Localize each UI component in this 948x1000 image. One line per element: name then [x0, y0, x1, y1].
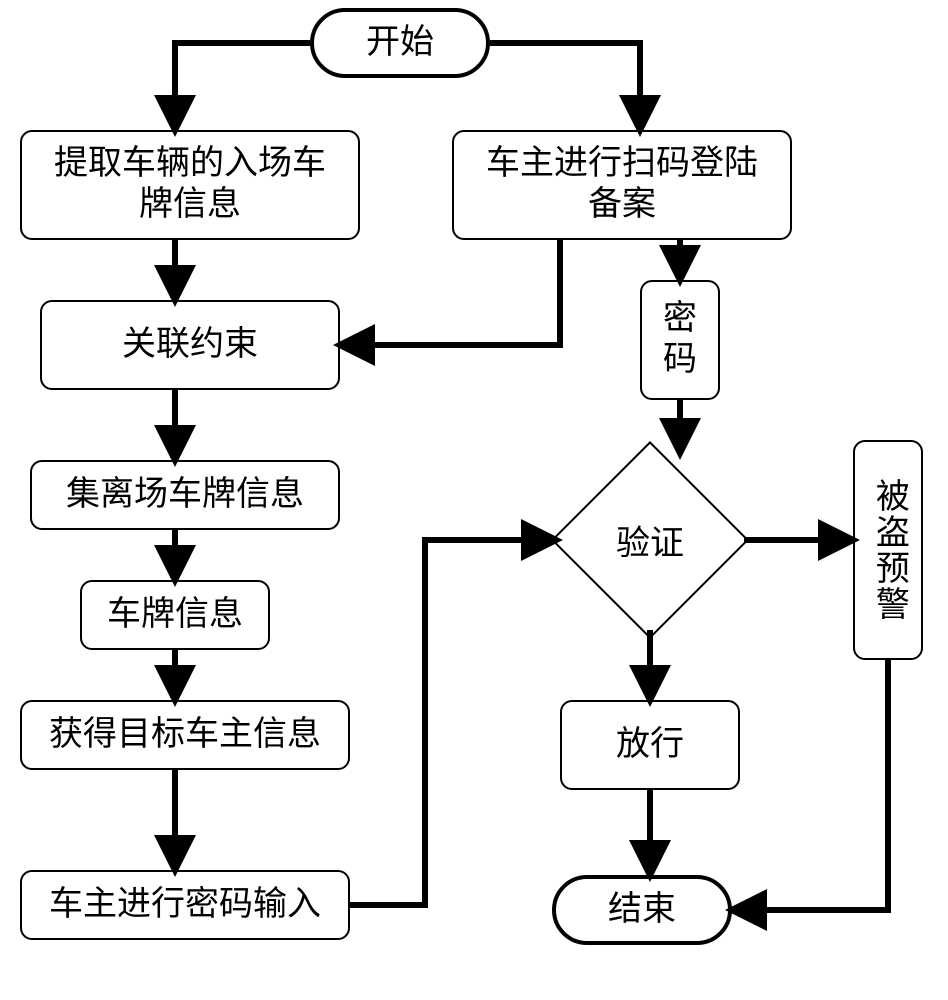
- alert-node: 被盗预警: [853, 440, 923, 660]
- password-node: 密 码: [640, 280, 720, 400]
- exit-plate-label: 集离场车牌信息: [66, 475, 304, 516]
- end-node: 结束: [552, 875, 732, 945]
- verify-node: 验证: [580, 470, 720, 610]
- owner-input-node: 车主进行密码输入: [20, 870, 350, 940]
- extract-plate-node: 提取车辆的入场车 牌信息: [20, 130, 360, 240]
- exit-plate-node: 集离场车牌信息: [30, 460, 340, 530]
- owner-input-label: 车主进行密码输入: [49, 885, 321, 926]
- release-node: 放行: [560, 700, 740, 790]
- alert-label: 被盗预警: [868, 478, 909, 622]
- password-label: 密 码: [663, 299, 697, 381]
- owner-scan-node: 车主进行扫码登陆 备案: [452, 130, 792, 240]
- edge-start-n2: [490, 43, 640, 130]
- start-node: 开始: [310, 8, 490, 78]
- verify-label: 验证: [616, 516, 684, 565]
- constraint-node: 关联约束: [40, 300, 340, 390]
- extract-plate-label: 提取车辆的入场车 牌信息: [54, 144, 326, 226]
- owner-info-node: 获得目标车主信息: [20, 700, 350, 770]
- plate-info-label: 车牌信息: [107, 595, 243, 636]
- constraint-label: 关联约束: [122, 325, 258, 366]
- owner-scan-label: 车主进行扫码登陆 备案: [486, 144, 758, 226]
- edge-start-n1: [175, 43, 310, 130]
- end-label: 结束: [608, 890, 676, 931]
- owner-info-label: 获得目标车主信息: [49, 715, 321, 756]
- edge-n2-n3: [340, 240, 560, 345]
- edge-alert-end: [732, 660, 888, 910]
- plate-info-node: 车牌信息: [80, 580, 270, 650]
- edge-n8-verify: [350, 540, 556, 905]
- release-label: 放行: [616, 725, 684, 766]
- start-label: 开始: [366, 23, 434, 64]
